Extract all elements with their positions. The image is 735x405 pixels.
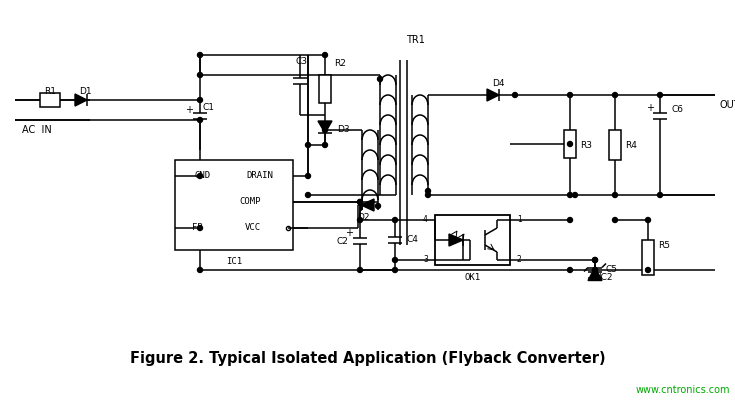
- Circle shape: [592, 258, 598, 262]
- Text: GND: GND: [195, 171, 211, 181]
- Text: OK1: OK1: [465, 273, 481, 281]
- Text: R2: R2: [334, 58, 346, 68]
- Text: C6: C6: [672, 105, 684, 115]
- Text: C3: C3: [296, 58, 308, 66]
- Circle shape: [592, 267, 598, 273]
- Text: C2: C2: [336, 237, 348, 245]
- Text: 4: 4: [423, 215, 428, 224]
- Circle shape: [306, 192, 310, 198]
- Text: D2: D2: [356, 213, 369, 222]
- Circle shape: [357, 267, 362, 273]
- Circle shape: [323, 53, 328, 58]
- Circle shape: [323, 128, 328, 132]
- Circle shape: [392, 258, 398, 262]
- Circle shape: [376, 203, 381, 209]
- Text: R1: R1: [44, 87, 56, 96]
- Text: R5: R5: [658, 241, 670, 249]
- Circle shape: [645, 217, 650, 222]
- Circle shape: [392, 267, 398, 273]
- Bar: [609, 130, 621, 160]
- Circle shape: [612, 92, 617, 98]
- Text: C4: C4: [407, 235, 419, 245]
- Bar: [564, 130, 576, 158]
- Text: D1: D1: [79, 87, 91, 96]
- Circle shape: [306, 173, 310, 179]
- Circle shape: [645, 267, 650, 273]
- Text: +: +: [185, 105, 193, 115]
- Text: IC1: IC1: [226, 258, 242, 266]
- Circle shape: [357, 200, 362, 205]
- Polygon shape: [487, 89, 499, 101]
- Text: VCC: VCC: [245, 224, 261, 232]
- Text: Figure 2. Typical Isolated Application (Flyback Converter): Figure 2. Typical Isolated Application (…: [129, 350, 606, 365]
- Bar: [435, 215, 510, 265]
- Circle shape: [567, 92, 573, 98]
- Polygon shape: [449, 234, 463, 246]
- Text: www.cntronics.com: www.cntronics.com: [636, 385, 730, 395]
- Circle shape: [567, 192, 573, 198]
- Text: R4: R4: [625, 141, 637, 149]
- Polygon shape: [75, 94, 87, 106]
- Circle shape: [198, 267, 203, 273]
- Circle shape: [198, 72, 203, 77]
- Circle shape: [426, 192, 431, 198]
- Circle shape: [392, 217, 398, 222]
- Text: R3: R3: [580, 141, 592, 149]
- Circle shape: [573, 192, 578, 198]
- Circle shape: [198, 226, 203, 230]
- Text: FB: FB: [192, 224, 202, 232]
- Text: D4: D4: [492, 79, 504, 87]
- Circle shape: [592, 267, 598, 273]
- Circle shape: [567, 267, 573, 273]
- Circle shape: [357, 217, 362, 222]
- Circle shape: [612, 192, 617, 198]
- Circle shape: [198, 117, 203, 122]
- Bar: [40, 93, 60, 107]
- Circle shape: [567, 141, 573, 147]
- Bar: [642, 240, 654, 275]
- Text: IC2: IC2: [598, 273, 612, 281]
- Text: C5: C5: [606, 266, 618, 275]
- Text: COMP: COMP: [240, 198, 261, 207]
- Circle shape: [357, 200, 362, 205]
- Circle shape: [323, 143, 328, 147]
- Text: DRAIN: DRAIN: [246, 171, 273, 181]
- Bar: [175, 160, 293, 250]
- Circle shape: [592, 258, 598, 262]
- Text: AC  IN: AC IN: [22, 125, 51, 135]
- Text: 1: 1: [517, 215, 522, 224]
- Circle shape: [658, 92, 662, 98]
- Polygon shape: [361, 199, 374, 211]
- Polygon shape: [588, 267, 602, 281]
- Circle shape: [658, 192, 662, 198]
- Text: TR1: TR1: [406, 35, 424, 45]
- Bar: [319, 75, 331, 103]
- Circle shape: [426, 188, 431, 194]
- Circle shape: [198, 53, 203, 58]
- Text: 3: 3: [423, 256, 428, 264]
- Circle shape: [512, 92, 517, 98]
- Circle shape: [612, 217, 617, 222]
- Circle shape: [306, 143, 310, 147]
- Circle shape: [198, 173, 203, 179]
- Text: D3: D3: [337, 126, 350, 134]
- Polygon shape: [318, 121, 332, 133]
- Text: +: +: [646, 103, 654, 113]
- Text: 2: 2: [517, 256, 522, 264]
- Circle shape: [198, 98, 203, 102]
- Text: C1: C1: [203, 104, 215, 113]
- Circle shape: [378, 77, 382, 81]
- Circle shape: [567, 217, 573, 222]
- Text: OUT: OUT: [720, 100, 735, 110]
- Text: +: +: [345, 228, 353, 238]
